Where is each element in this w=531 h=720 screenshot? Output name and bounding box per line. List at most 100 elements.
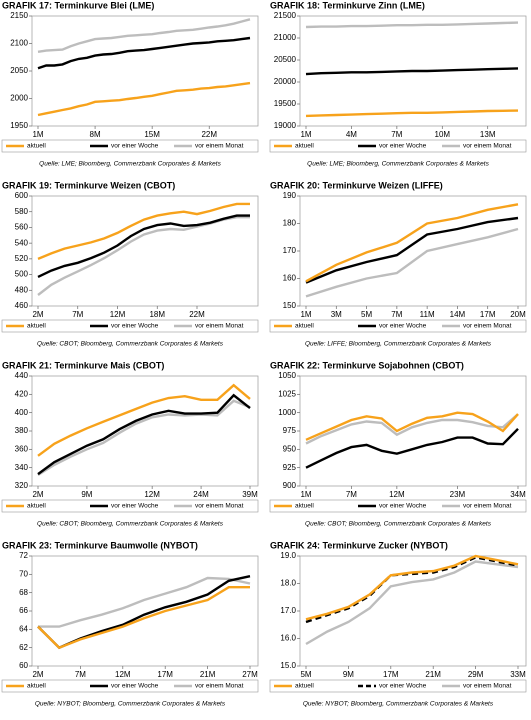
series-line	[305, 556, 519, 624]
x-tick-label: 2M	[32, 490, 43, 499]
legend-box	[269, 319, 527, 333]
x-tick-label: 20M	[510, 310, 526, 319]
chart-title: GRAFIK 19: Terminkurve Weizen (CBOT)	[2, 180, 175, 190]
legend-label: aktuell	[295, 143, 314, 150]
plot-frame	[31, 555, 259, 667]
series-line	[305, 554, 519, 621]
x-tick-label: 12M	[389, 490, 405, 499]
x-tick-label: 7M	[72, 310, 83, 319]
legend-box	[1, 499, 259, 513]
y-tick-label: 17.0	[280, 606, 296, 615]
source-note: Quelle: CBOT; Bloomberg, Commerzbank Cor…	[305, 521, 492, 528]
chart-title: GRAFIK 20: Terminkurve Weizen (LIFFE)	[270, 180, 443, 190]
source-note: Quelle: NYBOT; Bloomberg, Commerzbank Co…	[35, 701, 226, 708]
legend-label: vor einem Monat	[463, 323, 512, 330]
legend-box	[1, 139, 259, 153]
y-tick-label: 360	[15, 444, 29, 453]
series-line	[37, 575, 251, 650]
legend-label: aktuell	[27, 323, 46, 330]
legend-box	[269, 139, 527, 153]
chart-title: GRAFIK 22: Terminkurve Sojabohnen (CBOT)	[270, 360, 464, 370]
y-tick-label: 480	[15, 285, 29, 294]
chart-title: GRAFIK 18: Terminkurve Zinn (LME)	[270, 0, 425, 10]
series-line	[305, 411, 519, 441]
legend-label: vor einem Monat	[195, 323, 244, 330]
y-tick-label: 72	[19, 551, 28, 560]
x-tick-label: 9M	[343, 670, 354, 679]
series-line	[37, 81, 251, 117]
y-tick-label: 66	[19, 606, 28, 615]
y-tick-label: 20500	[274, 55, 297, 64]
y-tick-label: 975	[283, 426, 297, 435]
y-tick-label: 440	[15, 371, 29, 380]
y-tick-label: 580	[15, 207, 29, 216]
y-tick-label: 500	[15, 270, 29, 279]
x-tick-label: 22M	[189, 310, 205, 319]
series-line	[305, 427, 519, 469]
y-tick-label: 1050	[278, 371, 296, 380]
x-tick-label: 7M	[391, 130, 402, 139]
x-tick-label: 1M	[300, 130, 311, 139]
chart-title: GRAFIK 17: Terminkurve Blei (LME)	[2, 0, 154, 10]
legend-label: vor einer Woche	[379, 503, 427, 510]
legend-label: vor einem Monat	[195, 503, 244, 510]
x-tick-label: 15M	[144, 130, 160, 139]
plot-frame	[31, 195, 259, 307]
y-tick-label: 18.0	[280, 579, 296, 588]
y-tick-label: 64	[19, 624, 28, 633]
legend-label: aktuell	[27, 503, 46, 510]
x-tick-label: 4M	[346, 130, 357, 139]
x-tick-label: 1M	[300, 490, 311, 499]
x-tick-label: 13M	[480, 130, 496, 139]
y-tick-label: 460	[15, 301, 29, 310]
y-tick-label: 21000	[274, 33, 297, 42]
y-tick-label: 15.0	[280, 661, 296, 670]
x-tick-label: 39M	[242, 490, 258, 499]
y-tick-label: 540	[15, 238, 29, 247]
source-note: Quelle: CBOT; Bloomberg, Commerzbank Cor…	[37, 341, 224, 348]
x-tick-label: 33M	[510, 670, 526, 679]
y-tick-label: 2000	[10, 94, 28, 103]
series-line	[37, 393, 251, 476]
source-note: Quelle: NYBOT; Bloomberg, Commerzbank Co…	[303, 701, 494, 708]
x-tick-label: 8M	[90, 130, 101, 139]
x-tick-label: 23M	[450, 490, 466, 499]
series-line	[37, 383, 251, 457]
series-line	[37, 202, 250, 261]
y-tick-label: 400	[15, 408, 29, 417]
legend-label: vor einem Monat	[463, 503, 512, 510]
y-tick-label: 420	[15, 389, 29, 398]
x-tick-label: 5M	[300, 670, 311, 679]
x-tick-label: 9M	[81, 490, 92, 499]
legend-box	[1, 319, 259, 333]
x-tick-label: 12M	[115, 670, 131, 679]
y-tick-label: 520	[15, 254, 29, 263]
series-line	[305, 109, 519, 118]
chart-title: GRAFIK 24: Terminkurve Zucker (NYBOT)	[270, 540, 448, 550]
y-tick-label: 19.0	[280, 551, 296, 560]
legend-label: vor einem Monat	[195, 683, 244, 690]
y-tick-label: 900	[283, 481, 297, 490]
x-tick-label: 24M	[193, 490, 209, 499]
legend-label: vor einer Woche	[379, 323, 427, 330]
y-tick-label: 2050	[10, 66, 28, 75]
x-tick-label: 14M	[450, 310, 466, 319]
y-tick-label: 1025	[278, 389, 296, 398]
y-tick-label: 70	[19, 569, 28, 578]
y-tick-label: 19500	[274, 99, 297, 108]
series-line	[37, 586, 250, 650]
x-tick-label: 2M	[32, 670, 43, 679]
legend-box	[269, 679, 527, 693]
legend-label: aktuell	[27, 683, 46, 690]
plot-frame	[299, 195, 527, 307]
x-tick-label: 7M	[346, 490, 357, 499]
y-tick-label: 1000	[278, 408, 296, 417]
legend-label: aktuell	[27, 143, 46, 150]
source-note: Quelle: CBOT; Bloomberg, Commerzbank Cor…	[37, 521, 224, 528]
series-line	[305, 216, 519, 284]
x-tick-label: 21M	[425, 670, 441, 679]
y-tick-label: 19000	[274, 121, 297, 130]
legend-label: vor einer Woche	[111, 323, 159, 330]
y-tick-label: 600	[15, 191, 29, 200]
chart-title: GRAFIK 23: Terminkurve Baumwolle (NYBOT)	[2, 540, 198, 550]
